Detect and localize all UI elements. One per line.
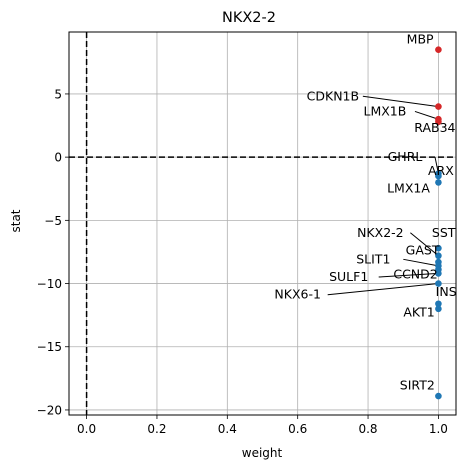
y-tick-label: 5 [54,87,62,101]
point-label: GAST [406,242,440,257]
leader-line [403,258,439,267]
data-point [435,270,442,277]
data-point [435,103,442,110]
data-point [435,179,442,186]
data-point [435,280,442,287]
y-tick-label: −20 [37,403,62,417]
x-tick-label: 0.8 [358,422,377,436]
point-label: RAB34 [414,120,455,135]
y-tick-label: −5 [44,214,62,228]
point-label: NKX6-1 [274,287,321,302]
x-tick-label: 1.0 [429,422,448,436]
data-points [435,46,442,400]
point-label: CDKN1B [307,88,359,103]
leader-line [410,232,439,257]
point-label: AKT1 [403,304,434,319]
leader-line [362,95,439,108]
point-label: SIRT2 [400,378,435,393]
point-label: MBP [407,31,434,46]
plot-frame [68,31,457,416]
data-point [435,244,442,252]
reference-lines [69,32,456,415]
x-axis-label: weight [242,446,283,460]
y-tick-label: −15 [37,340,62,354]
point-label: INS [436,284,457,299]
point-label: GHRL [388,149,423,164]
point-label: SLIT1 [356,251,390,266]
data-point [435,172,442,180]
data-point [435,118,442,126]
data-point [435,46,442,53]
leader-line [327,283,439,296]
data-point [435,305,442,313]
y-tick-label: −10 [37,277,62,291]
point-label: CCND2 [393,266,437,281]
point-label: NKX2-2 [357,225,404,240]
chart-title: NKX2-2 [222,10,276,26]
x-tick-label: 0.4 [218,422,237,436]
x-tick-label: 0.6 [288,422,307,436]
x-axis-ticks: 0.0 0.2 0.4 0.6 0.8 1.0 [77,415,448,436]
point-label: SULF1 [329,269,368,284]
point-label: LMX1B [364,103,407,118]
x-tick-label: 0.2 [147,422,166,436]
y-axis-label: stat [9,209,23,232]
leader-line [378,272,439,278]
data-point [435,392,442,400]
x-tick-label: 0.0 [77,422,96,436]
point-label: LMX1A [387,181,430,196]
grid-lines [69,32,456,415]
y-axis-ticks: 5 0 −5 −10 −15 −20 [37,87,69,417]
point-label: SST [432,225,456,240]
data-point [435,300,442,308]
leader-line [414,110,439,120]
y-tick-label: 0 [54,151,62,165]
point-labels: MBP CDKN1B LMX1B RAB34 GHRL ARX LMX1A NKX2-2 SST… [274,31,456,392]
data-point [435,252,442,260]
point-label: ARX [428,163,454,178]
